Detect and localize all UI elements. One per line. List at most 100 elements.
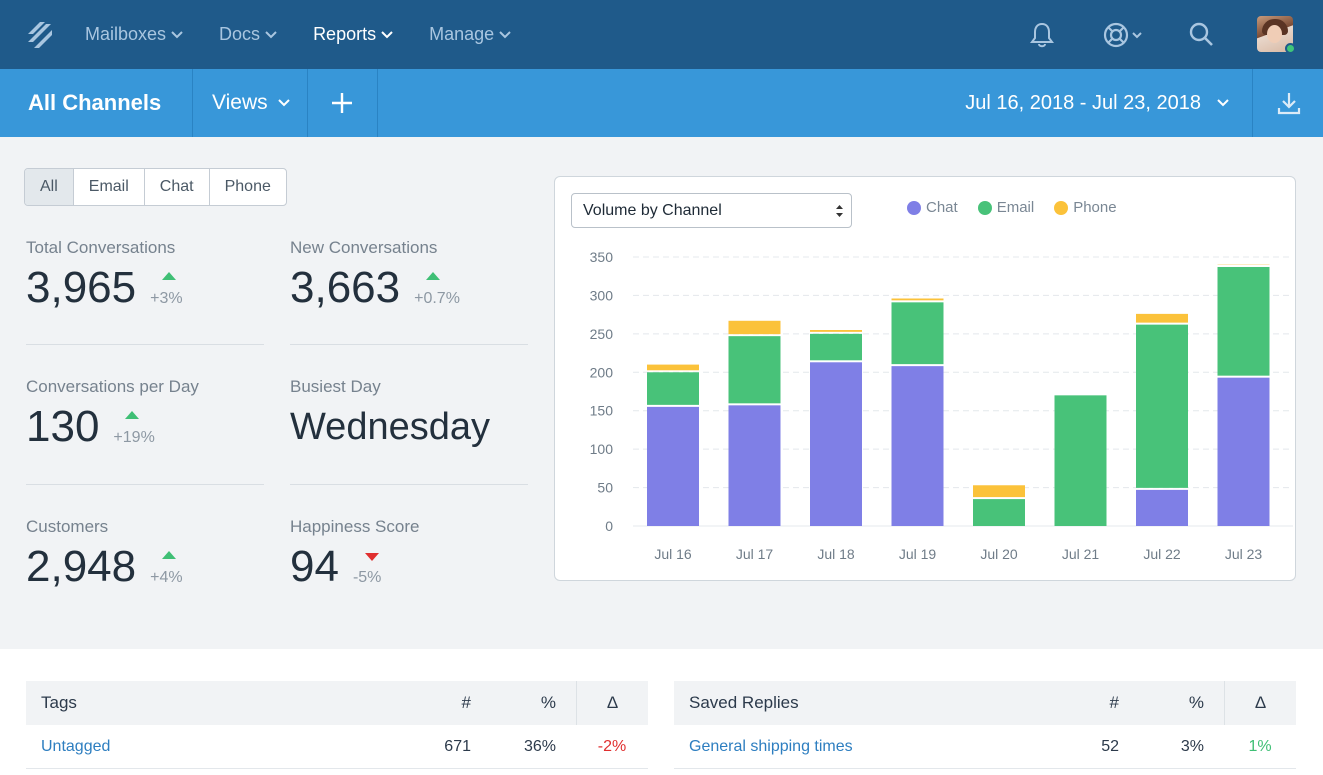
row-percent: 36% <box>523 737 556 755</box>
stat-new-conversations: New Conversations 3,663 +0.7% <box>290 238 528 312</box>
saved-reply-name-link[interactable]: General shipping times <box>689 737 853 755</box>
divider <box>377 69 378 137</box>
tag-name-link[interactable]: Untagged <box>41 737 111 755</box>
bar-phone-jul-20[interactable] <box>973 485 1025 498</box>
bar-phone-jul-17[interactable] <box>728 320 781 335</box>
bar-phone-jul-19[interactable] <box>891 298 944 301</box>
stat-value: Wednesday <box>290 406 490 448</box>
bar-phone-jul-16[interactable] <box>647 364 699 371</box>
chart-type-select[interactable]: Volume by Channel <box>571 193 852 228</box>
bar-email-jul-20[interactable] <box>973 499 1025 526</box>
row-count: 52 <box>1101 737 1119 755</box>
avatar-face <box>1267 25 1282 43</box>
stat-delta: -5% <box>353 553 381 587</box>
chart-select-value: Volume by Channel <box>583 202 722 219</box>
bar-chat-jul-23[interactable] <box>1217 377 1270 526</box>
nav-label: Mailboxes <box>85 24 167 44</box>
col-header-percent[interactable]: % <box>1188 693 1204 712</box>
bar-email-jul-22[interactable] <box>1136 324 1188 488</box>
volume-chart-panel: Volume by Channel Chat Email Phone 0 50 10… <box>554 176 1296 581</box>
helpscout-logo-icon[interactable] <box>26 20 54 50</box>
col-header-delta[interactable]: Δ <box>1224 681 1296 725</box>
bar-chat-jul-17[interactable] <box>728 405 781 526</box>
divider <box>26 344 264 345</box>
divider <box>307 69 308 137</box>
views-label: Views <box>212 91 268 114</box>
nav-item-mailboxes[interactable]: Mailboxes <box>85 24 183 45</box>
divider <box>26 484 264 485</box>
nav-item-docs[interactable]: Docs <box>219 24 277 45</box>
divider <box>192 69 193 137</box>
col-header-count[interactable]: # <box>1109 693 1119 712</box>
bar-email-jul-16[interactable] <box>647 372 699 405</box>
filter-tab-email[interactable]: Email <box>74 169 145 205</box>
nav-label: Manage <box>429 24 495 44</box>
filter-tab-phone[interactable]: Phone <box>224 178 271 195</box>
nav-item-reports[interactable]: Reports <box>313 24 393 45</box>
bar-email-jul-17[interactable] <box>728 336 781 404</box>
bar-phone-jul-18[interactable] <box>810 330 862 332</box>
chart-legend: Chat Email Phone <box>907 199 1137 216</box>
bar-chat-jul-16[interactable] <box>647 406 699 526</box>
bar-phone-jul-22[interactable] <box>1136 313 1188 323</box>
stat-conversations-per-day: Conversations per Day 130 +19% <box>26 377 264 451</box>
stat-delta-text: +19% <box>113 429 155 446</box>
bar-chat-jul-19[interactable] <box>891 366 944 526</box>
stat-label: New Conversations <box>290 238 438 257</box>
add-view-button[interactable] <box>330 91 354 115</box>
legend-item-phone[interactable]: Phone <box>1054 199 1117 216</box>
chevron-down-icon <box>1217 99 1229 107</box>
nav-item-manage[interactable]: Manage <box>429 24 511 45</box>
download-icon[interactable] <box>1276 90 1302 116</box>
col-header-name[interactable]: Tags <box>41 693 77 712</box>
col-header-name[interactable]: Saved Replies <box>689 693 799 712</box>
stat-delta: +4% <box>150 551 183 587</box>
help-lifebuoy-icon[interactable] <box>1102 20 1148 50</box>
date-range-picker[interactable]: Jul 16, 2018 - Jul 23, 2018 <box>965 69 1229 137</box>
trend-up-icon <box>125 411 140 419</box>
y-tick-label: 200 <box>590 364 614 380</box>
bar-chat-jul-18[interactable] <box>810 362 862 526</box>
bell-icon[interactable] <box>1027 20 1057 50</box>
nav-label: Docs <box>219 24 261 44</box>
online-status-dot <box>1285 43 1296 54</box>
stat-label: Customers <box>26 517 109 536</box>
bar-email-jul-19[interactable] <box>891 302 944 365</box>
row-percent: 3% <box>1180 737 1204 755</box>
channel-filter-tabs: All Email Chat Phone <box>24 168 287 206</box>
bar-chat-jul-22[interactable] <box>1136 489 1188 526</box>
chevron-down-icon <box>381 30 393 38</box>
top-navigation: Mailboxes Docs Reports Manage <box>0 0 1323 69</box>
filter-tab-all[interactable]: All <box>25 169 74 205</box>
row-count: 671 <box>444 737 471 755</box>
stat-total-conversations: Total Conversations 3,965 +3% <box>26 238 264 312</box>
y-tick-label: 50 <box>597 480 613 496</box>
row-delta: -2% <box>597 737 627 755</box>
table-header: Saved Replies # % Δ <box>674 681 1296 725</box>
stacked-bar-chart: 0 50 100 150 200 250 300 350 Jul 16 Jul 17 Jul 18 J… <box>590 249 1293 562</box>
bar-email-jul-23[interactable] <box>1217 266 1270 376</box>
bar-email-jul-21[interactable] <box>1054 395 1107 526</box>
legend-item-chat[interactable]: Chat <box>907 199 958 216</box>
stat-delta-text: +4% <box>150 569 183 586</box>
stat-delta: +3% <box>150 272 183 308</box>
page-title: All Channels <box>28 90 162 115</box>
stat-delta-text: +3% <box>150 290 183 307</box>
stat-label: Total Conversations <box>26 238 176 257</box>
search-icon[interactable] <box>1187 20 1217 50</box>
trend-up-icon <box>162 551 177 559</box>
chevron-down-icon <box>171 30 183 38</box>
filter-tab-chat[interactable]: Chat <box>145 169 210 205</box>
stat-delta: +0.7% <box>414 272 460 308</box>
legend-swatch <box>1054 200 1069 215</box>
col-header-delta[interactable]: Δ <box>576 681 648 725</box>
col-header-count[interactable]: # <box>461 693 471 712</box>
table-row[interactable]: Untagged 671 36% -2% <box>26 725 648 769</box>
bar-email-jul-18[interactable] <box>810 333 862 361</box>
table-row[interactable]: General shipping times 52 3% 1% <box>674 725 1296 769</box>
legend-item-email[interactable]: Email <box>977 199 1034 216</box>
stat-delta-text: +0.7% <box>414 290 460 307</box>
views-dropdown[interactable]: Views <box>212 69 290 137</box>
x-tick-label: Jul 20 <box>980 546 1018 562</box>
col-header-percent[interactable]: % <box>540 693 556 712</box>
